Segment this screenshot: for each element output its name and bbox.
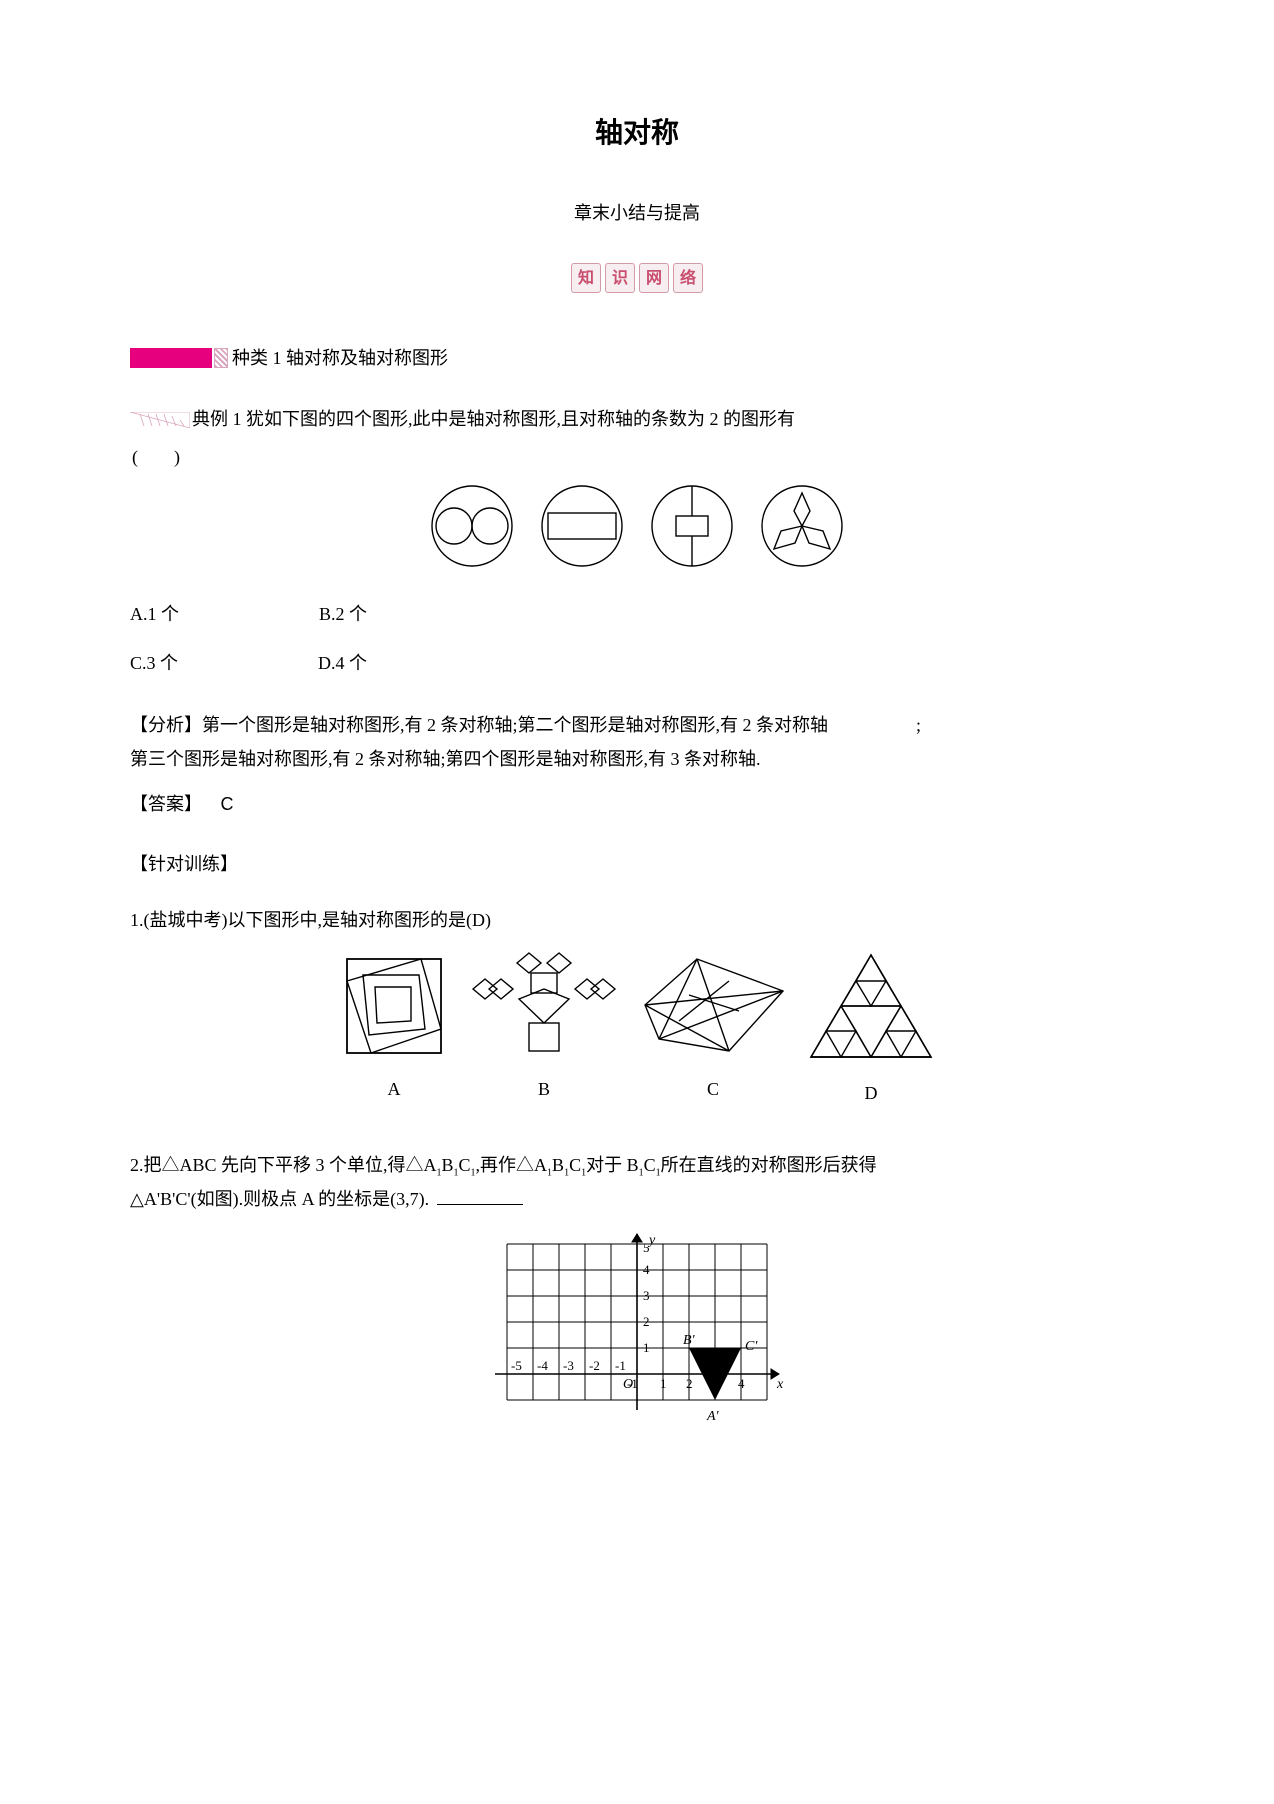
knowledge-network-badge: 知 识 网 络 <box>130 263 1144 293</box>
figure-plus-in-circle <box>646 483 738 569</box>
q1-figure-b <box>469 951 619 1059</box>
q2-t7: 对于 B <box>586 1155 639 1175</box>
paren-blank: ( ) <box>132 442 1144 473</box>
badge-char: 知 <box>571 263 601 293</box>
a-prime-label: A' <box>706 1409 720 1424</box>
q2-t1: 2.把△ABC 先向下平移 3 个单位,得△A <box>130 1155 437 1175</box>
stripes-icon <box>214 348 228 368</box>
q2-grid-figure: -5 -4 -3 -2 -1 1 2 3 4 -1 1 2 3 4 5 O y … <box>130 1230 1144 1430</box>
svg-text:-4: -4 <box>537 1358 548 1373</box>
q2-t3: C <box>459 1155 471 1175</box>
answer-value: C <box>221 794 234 814</box>
figure-label: C <box>639 1074 787 1105</box>
analysis-paragraph: 【分析】第一个图形是轴对称图形,有 2 条对称轴;第二个图形是轴对称图形,有 2… <box>130 708 1144 776</box>
svg-text:-1: -1 <box>615 1358 626 1373</box>
svg-text:-5: -5 <box>511 1358 522 1373</box>
analysis-text-1: 第一个图形是轴对称图形,有 2 条对称轴;第二个图形是轴对称图形,有 2 条对称… <box>202 715 828 735</box>
section-heading: 种类 1 轴对称及轴对称图形 <box>232 343 448 374</box>
question-1: 1.(盐城中考)以下图形中,是轴对称图形的是(D) <box>130 904 1144 937</box>
q1-figure-d <box>807 951 935 1063</box>
y-axis-label: y <box>647 1233 656 1248</box>
example-text: 典例 1 犹如下图的四个图形,此中是轴对称图形,且对称轴的条数为 2 的图形有 <box>192 404 795 435</box>
badge-char: 网 <box>639 263 669 293</box>
svg-text:1: 1 <box>660 1376 667 1391</box>
svg-text:3: 3 <box>712 1376 719 1391</box>
q1-figure-c <box>639 951 787 1059</box>
answer-row: 【答案】 C <box>130 789 1144 820</box>
page-title: 轴对称 <box>130 110 1144 158</box>
page-subtitle: 章末小结与提高 <box>130 198 1144 229</box>
q2-t6: C <box>569 1155 581 1175</box>
q2-line2: △A'B'C'(如图).则极点 A 的坐标是(3,7). <box>130 1189 429 1209</box>
figure-two-circles <box>426 483 518 569</box>
analysis-text-2: 第三个图形是轴对称图形,有 2 条对称轴;第四个图形是轴对称图形,有 3 条对称… <box>130 749 761 769</box>
option-d: D.4 个 <box>318 648 367 679</box>
q2-t2: B <box>442 1155 454 1175</box>
section-header: 种类 1 轴对称及轴对称图形 <box>130 343 1144 374</box>
wedge-icon <box>130 412 190 426</box>
q1-figure-a <box>339 951 449 1059</box>
x-axis-label: x <box>776 1377 784 1392</box>
b-prime-label: B' <box>683 1333 696 1348</box>
svg-text:4: 4 <box>738 1376 745 1391</box>
svg-text:3: 3 <box>643 1288 650 1303</box>
q2-t5: B <box>552 1155 564 1175</box>
analysis-label: 【分析】 <box>130 715 202 735</box>
c-prime-label: C' <box>745 1339 758 1354</box>
figure-label: B <box>469 1074 619 1105</box>
badge-char: 络 <box>673 263 703 293</box>
origin-label: O <box>623 1377 633 1392</box>
options-row-2: C.3 个 D.4 个 <box>130 648 1144 679</box>
example-header: 典例 1 犹如下图的四个图形,此中是轴对称图形,且对称轴的条数为 2 的图形有 <box>130 404 1144 435</box>
pink-block-icon <box>130 348 212 368</box>
q1-figures: A B <box>130 951 1144 1109</box>
badge-char: 识 <box>605 263 635 293</box>
q2-t4: ,再作△A <box>476 1155 548 1175</box>
svg-text:4: 4 <box>643 1262 650 1277</box>
example-figures <box>130 483 1144 569</box>
question-2: 2.把△ABC 先向下平移 3 个单位,得△A1B1C1,再作△A1B1C1对于… <box>130 1149 1144 1216</box>
trailing-semicolon: ; <box>916 715 921 735</box>
figure-rect-in-circle <box>536 483 628 569</box>
option-c: C.3 个 <box>130 648 178 679</box>
option-b: B.2 个 <box>319 599 367 630</box>
figure-label: A <box>339 1074 449 1105</box>
svg-text:2: 2 <box>643 1314 650 1329</box>
figure-three-diamonds <box>756 483 848 569</box>
q2-t8: C <box>644 1155 656 1175</box>
svg-text:2: 2 <box>686 1376 693 1391</box>
option-a: A.1 个 <box>130 599 179 630</box>
svg-text:-2: -2 <box>589 1358 600 1373</box>
answer-blank <box>437 1204 523 1205</box>
answer-label: 【答案】 <box>130 794 202 814</box>
options-row-1: A.1 个 B.2 个 <box>130 599 1144 630</box>
svg-text:-3: -3 <box>563 1358 574 1373</box>
svg-text:1: 1 <box>643 1340 650 1355</box>
practice-label: 【针对训练】 <box>130 849 1144 880</box>
q2-t9: 所在直线的对称图形后获得 <box>661 1155 877 1175</box>
figure-label: D <box>807 1078 935 1109</box>
